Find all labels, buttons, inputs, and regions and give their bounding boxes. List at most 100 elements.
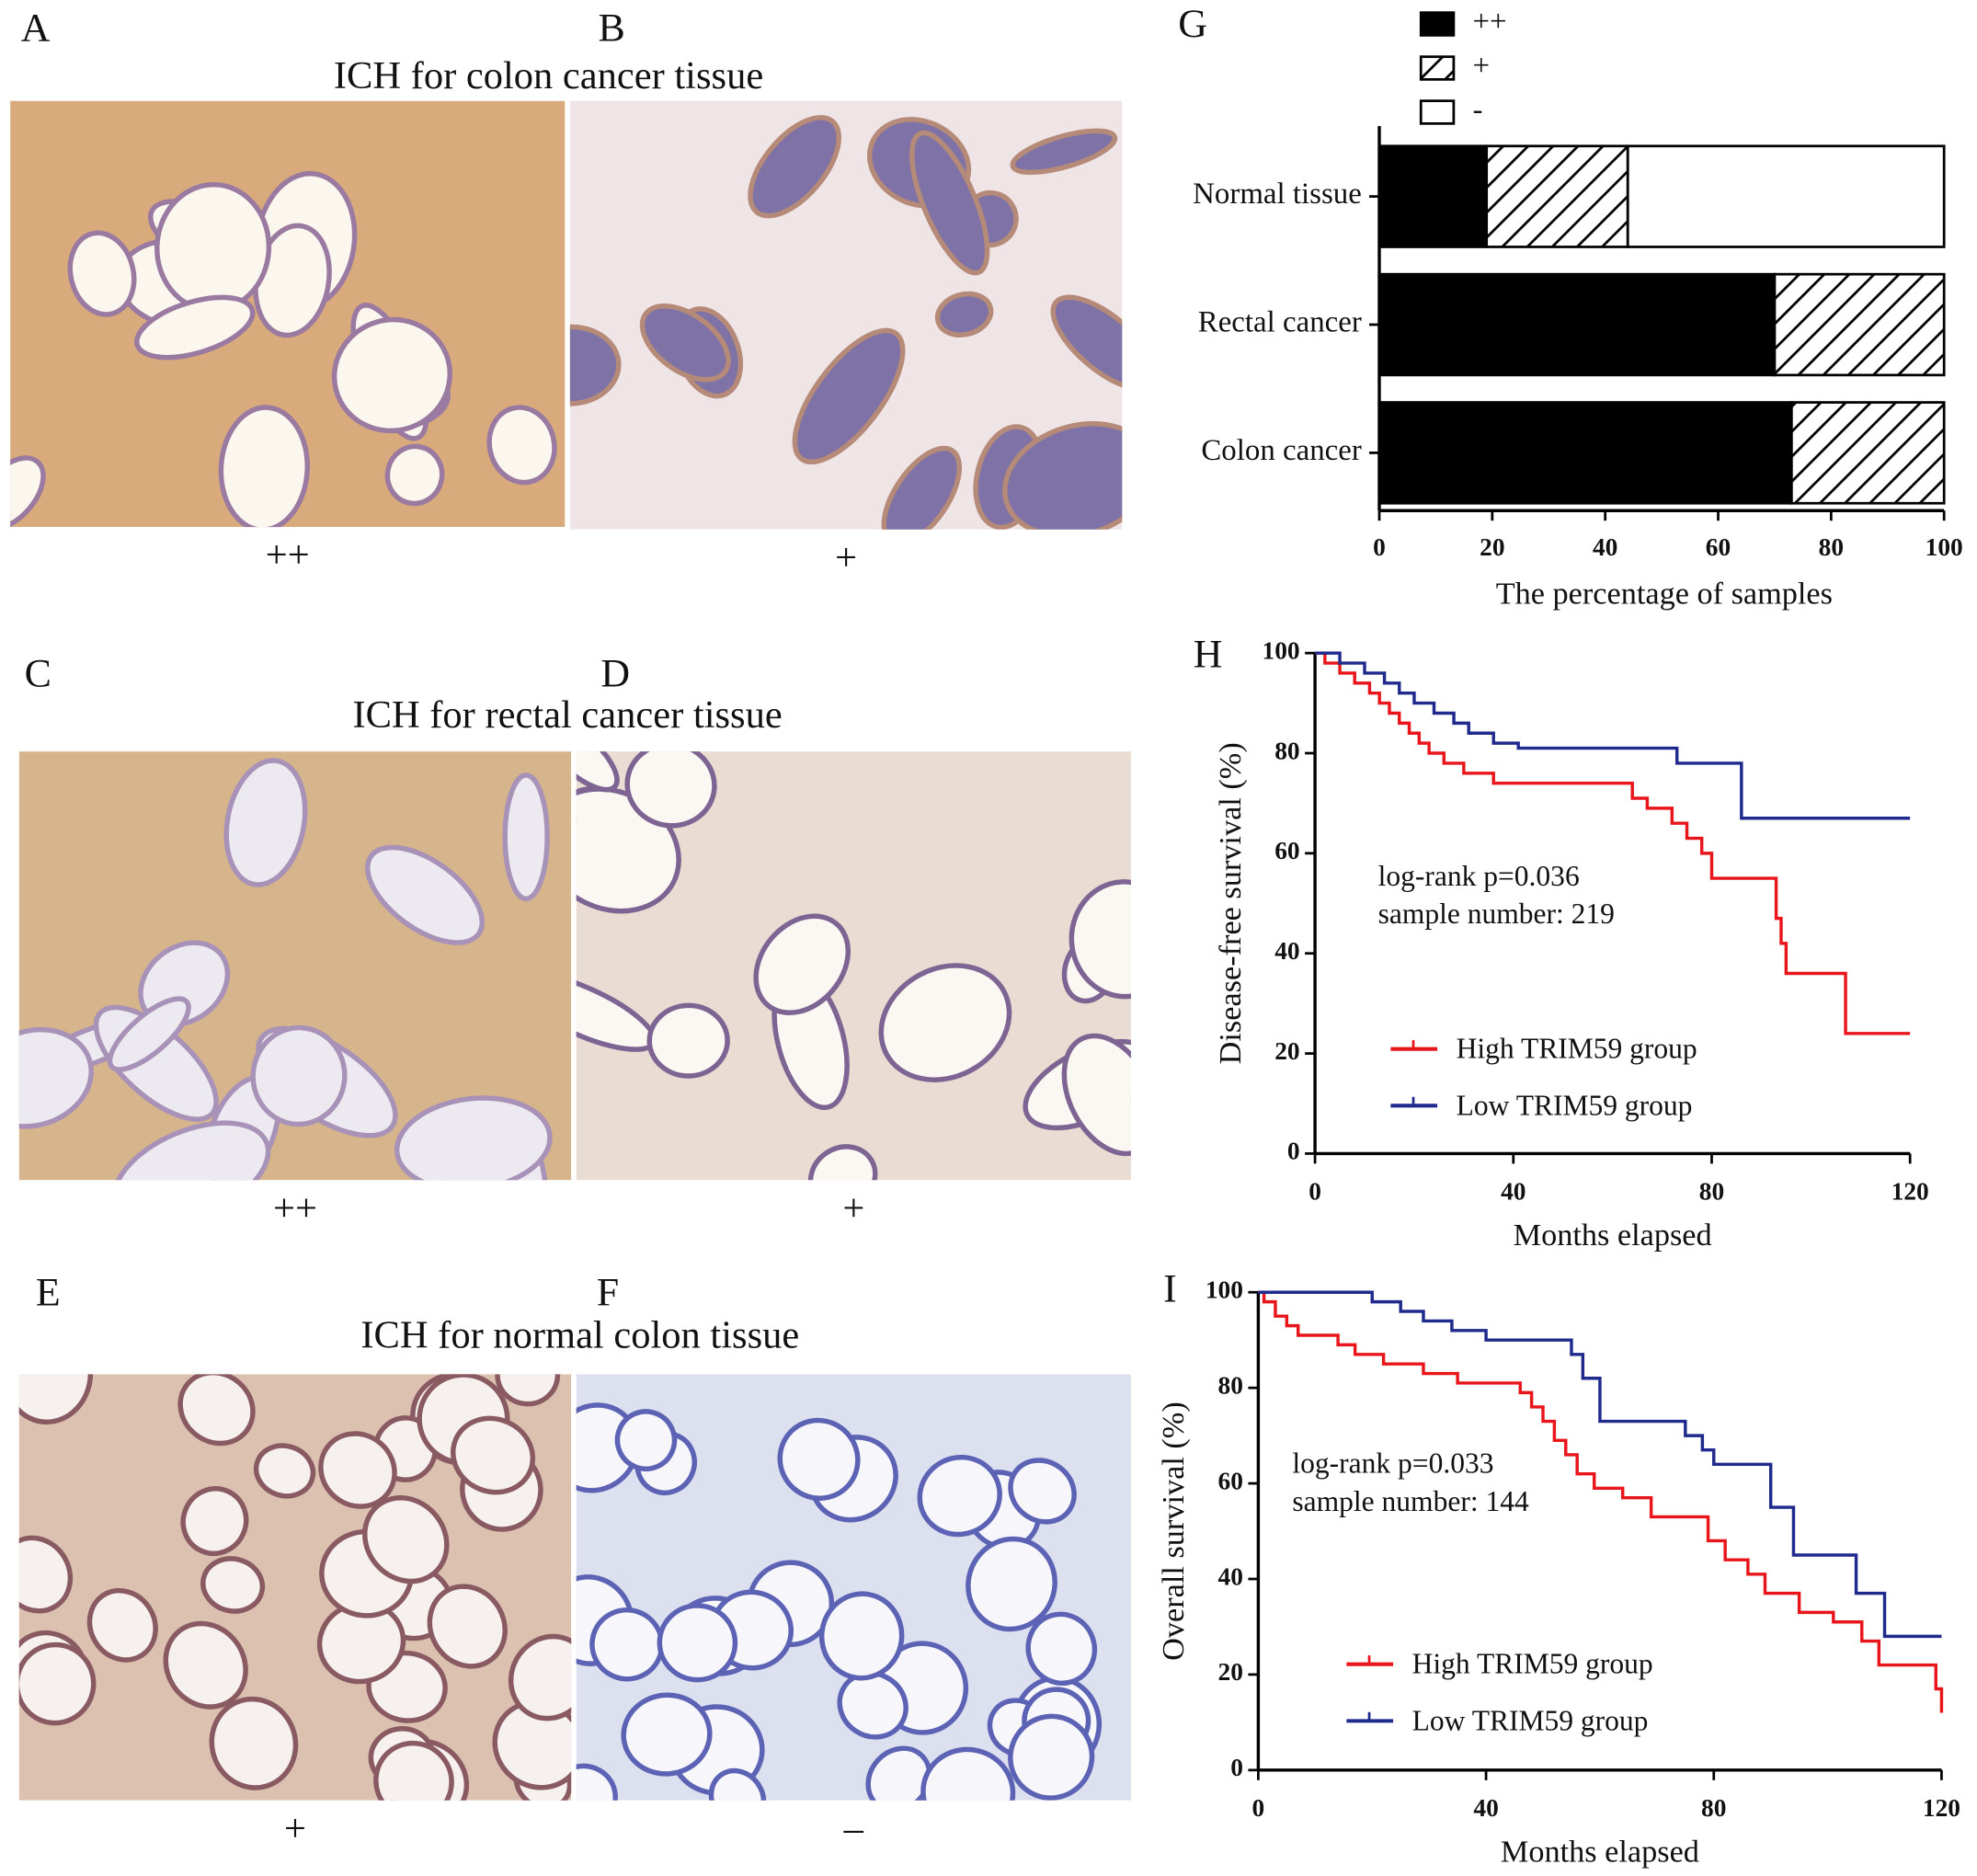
tissue-feature [373, 1740, 454, 1801]
tissue-feature [394, 1095, 553, 1181]
legend-label: Low TRIM59 group [1412, 1704, 1649, 1736]
x-tick-label: 120 [1923, 1794, 1960, 1822]
tissue-feature [753, 913, 851, 1016]
tissue-feature [792, 327, 906, 465]
tissue-feature [502, 772, 550, 902]
y-tick-label: 60 [1274, 837, 1299, 864]
tissue-feature [777, 1417, 861, 1501]
legend-swatch [1419, 11, 1456, 37]
micrograph-content [576, 751, 1131, 1181]
tissue-feature [748, 115, 841, 219]
tissue-feature [250, 1024, 348, 1127]
tissue-feature [624, 751, 717, 829]
tissue-feature [486, 405, 557, 486]
tissue-feature [708, 1767, 767, 1801]
section-title: ICH for rectal cancer tissue [352, 693, 782, 737]
legend-label: ++ [1472, 6, 1506, 39]
tissue-feature [223, 758, 308, 887]
legend-label: + [1472, 50, 1490, 83]
bar-segment [1773, 272, 1946, 377]
tissue-feature [107, 996, 191, 1072]
x-tick-label: 40 [1473, 1794, 1498, 1822]
grade-label: – [843, 1807, 864, 1850]
section-title: ICH for colon cancer tissue [334, 54, 763, 97]
tissue-feature [508, 1633, 572, 1722]
grade-label: + [835, 536, 857, 579]
micrograph-content [10, 100, 566, 528]
image-panels: A ++ B + C ++ D + E + F – ICH for colon cancer tissu… [10, 6, 1131, 1850]
annotation: log-rank p=0.033 [1292, 1447, 1493, 1480]
x-tick-label: 120 [1891, 1178, 1929, 1206]
tissue-feature [621, 1692, 713, 1777]
tissue-feature [253, 1443, 316, 1499]
bar-segment [1377, 272, 1777, 377]
survival-curve [1315, 651, 1911, 1035]
category-label: Rectal cancer [1198, 306, 1362, 339]
tissue-feature [1010, 128, 1118, 176]
tissue-feature [920, 1746, 1016, 1801]
grade-label: + [284, 1807, 306, 1850]
panel-label: E [36, 1270, 61, 1314]
tissue-feature [67, 230, 137, 317]
tissue-feature [218, 405, 311, 528]
micrograph-content [576, 1374, 1131, 1801]
x-tick-label: 60 [1706, 533, 1731, 561]
micrograph [10, 100, 566, 528]
category-label: Normal tissue [1193, 177, 1362, 211]
micrograph-content [18, 751, 572, 1181]
legend-swatch [1419, 55, 1456, 81]
tissue-feature [163, 1620, 248, 1710]
tissue-feature [362, 1495, 450, 1584]
panel-label: D [600, 651, 630, 695]
x-tick-label: 40 [1501, 1178, 1526, 1206]
x-axis-label: Months elapsed [1514, 1218, 1712, 1253]
tissue-feature [807, 1144, 878, 1181]
tissue-feature [450, 1415, 536, 1495]
x-tick-label: 0 [1252, 1794, 1265, 1822]
tissue-feature [495, 1374, 561, 1407]
annotation: sample number: 219 [1378, 898, 1615, 930]
panel-label: I [1163, 1266, 1177, 1310]
legend-label: Low TRIM59 group [1457, 1089, 1693, 1121]
x-tick-label: 0 [1308, 1178, 1321, 1206]
tissue-feature [318, 1431, 397, 1509]
category-label: Colon cancer [1201, 434, 1361, 467]
x-tick-label: 80 [1701, 1794, 1726, 1822]
y-tick-label: 60 [1218, 1467, 1243, 1494]
y-tick-label: 0 [1230, 1754, 1243, 1781]
x-tick-label: 40 [1593, 533, 1617, 561]
tissue-feature [1025, 1611, 1098, 1687]
grade-label: ++ [266, 533, 310, 577]
tissue-feature [1002, 420, 1123, 530]
panel-label: F [597, 1270, 619, 1314]
x-tick-label: 100 [1926, 533, 1963, 561]
tissue-feature [1061, 1033, 1131, 1157]
tissue-feature [18, 1642, 97, 1726]
micrograph [576, 1374, 1131, 1801]
tissue-feature [1008, 1713, 1095, 1801]
panel-label: B [598, 6, 624, 50]
tissue-feature [837, 1670, 909, 1740]
bar-segment [1377, 144, 1489, 248]
x-tick-label: 80 [1699, 1178, 1724, 1206]
tissue-feature [18, 1535, 74, 1614]
y-tick-label: 80 [1274, 737, 1299, 764]
tissue-feature [569, 324, 622, 406]
x-tick-label: 80 [1819, 533, 1844, 561]
annotation: log-rank p=0.036 [1378, 860, 1580, 892]
tissue-feature [934, 291, 994, 337]
panel-label: G [1178, 2, 1207, 46]
y-tick-label: 80 [1218, 1371, 1243, 1399]
tissue-feature [384, 443, 445, 507]
legend-label: - [1472, 94, 1482, 127]
y-tick-label: 40 [1218, 1562, 1243, 1590]
tissue-feature [646, 1002, 730, 1079]
grade-label: + [842, 1186, 864, 1230]
micrograph [569, 100, 1123, 530]
y-tick-label: 20 [1218, 1658, 1243, 1686]
tissue-feature [917, 1454, 1002, 1538]
tissue-feature [657, 1603, 738, 1683]
tissue-feature [576, 751, 620, 793]
